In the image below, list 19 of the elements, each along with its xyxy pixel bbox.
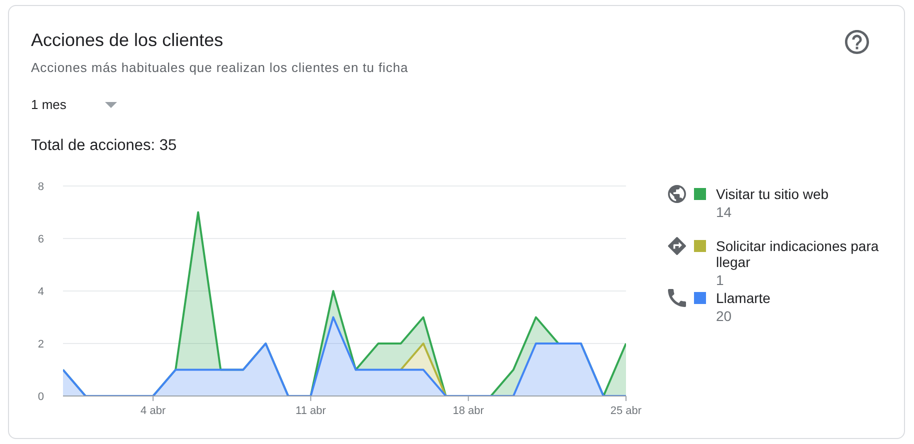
text: 1 mes [31,97,66,112]
y-tick-label: 8 [38,180,44,193]
legend-label: Solicitar indicaciones para llegar [716,238,880,270]
x-tick-label: 18 abr [452,404,484,417]
y-tick-label: 6 [38,233,44,246]
x-tick-label: 11 abr [296,404,326,417]
chart-subtitle: Acciones más habituales que realizan los clientes en tu ficha [31,60,408,75]
y-tick-label: 2 [38,338,44,350]
y-tick-label: 0 [38,390,44,403]
chart-title: Acciones de los clientes [31,30,224,50]
x-tick-label: 4 abr [140,404,166,417]
x-tick-label: 25 abr [610,404,642,417]
legend-label: Llamarte [716,290,772,306]
legend-label: Visitar tu sitio web [716,186,830,202]
text: 14 [716,204,733,220]
text: Total de acciones: 35 [31,137,177,154]
text: 1 [716,272,725,288]
y-tick-label: 4 [38,286,44,298]
text: 20 [716,308,733,324]
